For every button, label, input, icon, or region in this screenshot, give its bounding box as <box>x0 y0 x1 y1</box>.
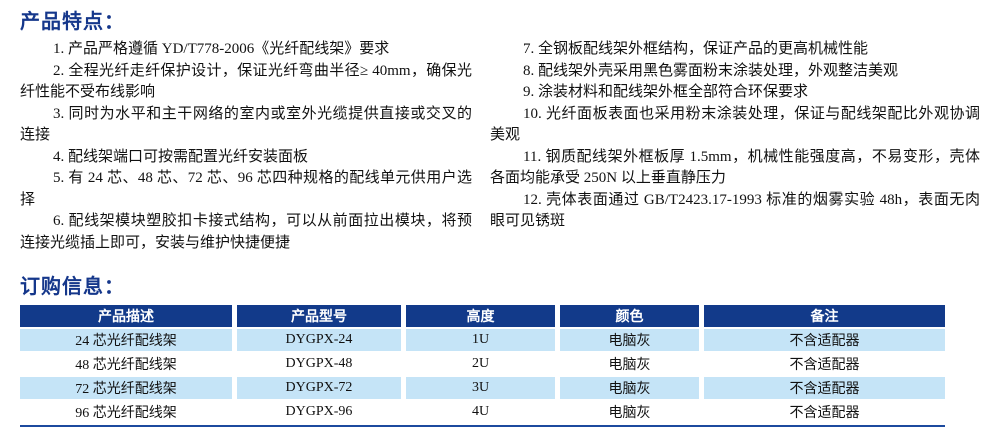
feature-item-10: 10. 光纤面板表面也采用粉末涂装处理，保证与配线架配比外观协调美观 <box>490 105 980 144</box>
feature-item-4: 4. 配线架端口可按需配置光纤安装面板 <box>53 148 309 165</box>
col-header-remarks: 备注 <box>704 305 945 329</box>
cell-color: 电脑灰 <box>560 353 704 377</box>
feature-item-6: 6. 配线架模块塑胶扣卡接式结构，可以从前面拉出模块，将预连接光缆插上即可，安装… <box>20 213 472 251</box>
feature-item-2: 2. 全程光纤走纤保护设计，保证光纤弯曲半径≥ 40mm，确保光纤性能不受布线影… <box>20 62 472 101</box>
col-header-product-model: 产品型号 <box>237 305 406 329</box>
product-features-section: 产品特点： 1. 产品严格遵循 YD/T778-2006《光纤配线架》要求 2.… <box>20 11 980 254</box>
table-row-48-core: 48 芯光纤配线架 DYGPX-48 2U 电脑灰 不含适配器 <box>20 353 945 377</box>
cell-height: 3U <box>406 377 560 401</box>
cell-product-description: 96 芯光纤配线架 <box>20 401 237 425</box>
ordering-info-section: 订购信息： 产品描述 产品型号 高度 颜色 备注 24 <box>0 275 990 427</box>
feature-item-3: 3. 同时为水平和主干网络的室内或室外光缆提供直接或交叉的连接 <box>20 105 472 144</box>
cell-product-model: DYGPX-72 <box>237 377 406 401</box>
feature-item-5: 5. 有 24 芯、48 芯、72 芯、96 芯四种规格的配线单元供用户选择 <box>20 170 472 208</box>
features-columns: 1. 产品严格遵循 YD/T778-2006《光纤配线架》要求 2. 全程光纤走… <box>20 39 980 254</box>
feature-item-9: 9. 涂装材料和配线架外框全部符合环保要求 <box>523 84 809 100</box>
cell-remarks: 不含适配器 <box>704 329 945 353</box>
cell-remarks: 不含适配器 <box>704 377 945 401</box>
feature-item-7: 7. 全钢板配线架外框结构，保证产品的更高机械性能 <box>523 41 869 57</box>
table-header-row: 产品描述 产品型号 高度 颜色 备注 <box>20 305 945 329</box>
col-header-product-description: 产品描述 <box>20 305 237 329</box>
cell-product-model: DYGPX-48 <box>237 353 406 377</box>
features-right-column: 7. 全钢板配线架外框结构，保证产品的更高机械性能 8. 配线架外壳采用黑色雾面… <box>490 39 980 254</box>
cell-color: 电脑灰 <box>560 401 704 425</box>
cell-color: 电脑灰 <box>560 377 704 401</box>
cell-height: 4U <box>406 401 560 425</box>
feature-item-8: 8. 配线架外壳采用黑色雾面粉末涂装处理，外观整洁美观 <box>523 62 899 79</box>
cell-remarks: 不含适配器 <box>704 401 945 425</box>
table-row-24-core: 24 芯光纤配线架 DYGPX-24 1U 电脑灰 不含适配器 <box>20 329 945 353</box>
cell-product-description: 24 芯光纤配线架 <box>20 329 237 353</box>
cell-height: 2U <box>406 353 560 377</box>
cell-color: 电脑灰 <box>560 329 704 353</box>
table-row-96-core: 96 芯光纤配线架 DYGPX-96 4U 电脑灰 不含适配器 <box>20 401 945 425</box>
features-left-column: 1. 产品严格遵循 YD/T778-2006《光纤配线架》要求 2. 全程光纤走… <box>20 39 472 254</box>
feature-item-12: 12. 壳体表面通过 GB/T2423.17-1993 标准的烟雾实验 48h，… <box>490 191 980 230</box>
feature-item-11: 11. 钢质配线架外框板厚 1.5mm，机械性能强度高，不易变形，壳体各面均能承… <box>490 148 980 187</box>
col-header-height: 高度 <box>406 305 560 329</box>
features-heading: 产品特点： <box>20 11 125 33</box>
cell-product-model: DYGPX-24 <box>237 329 406 353</box>
cell-product-description: 72 芯光纤配线架 <box>20 377 237 401</box>
cell-product-model: DYGPX-96 <box>237 401 406 425</box>
cell-product-description: 48 芯光纤配线架 <box>20 353 237 377</box>
cell-remarks: 不含适配器 <box>704 353 945 377</box>
col-header-color: 颜色 <box>560 305 704 329</box>
cell-height: 1U <box>406 329 560 353</box>
ordering-heading: 订购信息： <box>20 276 125 298</box>
feature-item-1: 1. 产品严格遵循 YD/T778-2006《光纤配线架》要求 <box>53 41 390 57</box>
table-row-72-core: 72 芯光纤配线架 DYGPX-72 3U 电脑灰 不含适配器 <box>20 377 945 401</box>
ordering-table: 产品描述 产品型号 高度 颜色 备注 24 芯光纤配线架 DYGPX-24 1U… <box>20 305 945 427</box>
